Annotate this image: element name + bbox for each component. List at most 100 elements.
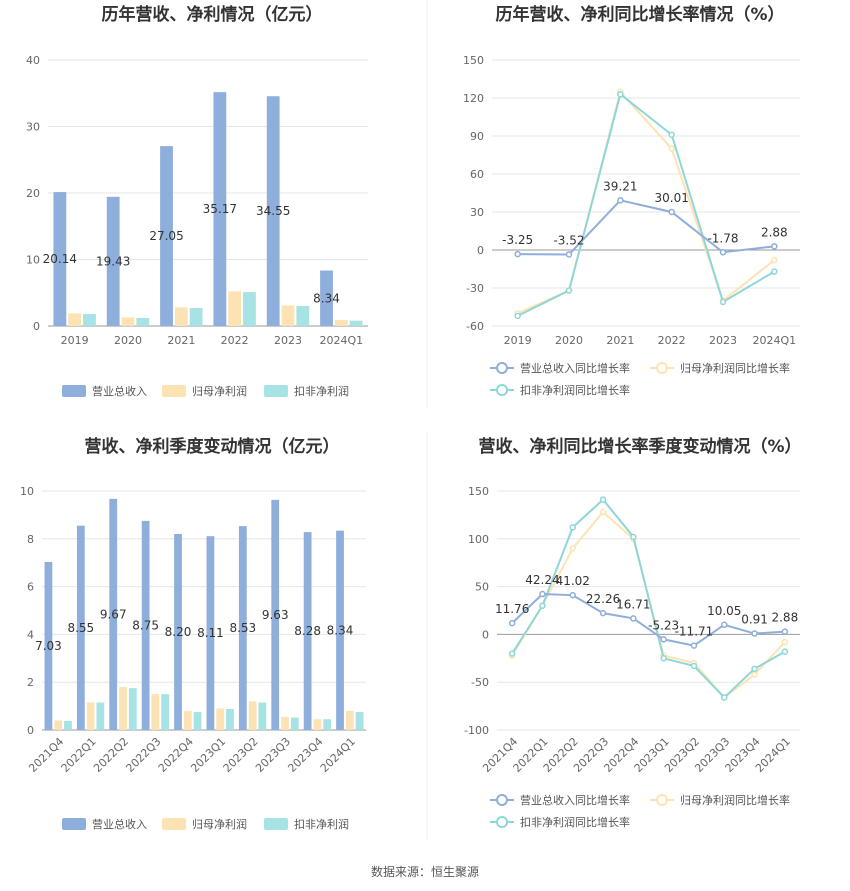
y-tick-label: -50 <box>471 676 489 689</box>
data-point <box>781 628 789 635</box>
y-tick-label: 60 <box>470 168 484 181</box>
legend-swatch[interactable] <box>162 818 186 830</box>
legend-marker[interactable] <box>496 816 508 828</box>
data-point <box>771 268 778 275</box>
x-tick-label: 2022Q2 <box>91 735 131 775</box>
data-label: -1.78 <box>707 231 738 245</box>
legend-swatch[interactable] <box>264 818 288 830</box>
legend-label[interactable]: 扣非净利润 <box>294 817 349 831</box>
bar-revenue <box>320 270 333 326</box>
series-line-revenue <box>511 593 785 647</box>
bar-deducted <box>83 314 96 326</box>
legend-label[interactable]: 扣非净利润同比增长率 <box>520 383 630 397</box>
x-tick-label: 2022 <box>221 334 249 347</box>
bar-parent <box>216 708 225 730</box>
y-tick-label: 0 <box>482 628 489 641</box>
series-line-deducted <box>517 92 775 317</box>
bar-revenue <box>266 96 280 327</box>
data-point <box>668 131 675 138</box>
chart-title: 历年营收、净利同比增长率情况（%） <box>495 4 784 25</box>
y-tick-label: 20 <box>26 187 40 200</box>
data-point <box>751 671 758 678</box>
legend-marker[interactable] <box>496 384 508 396</box>
data-label: 11.76 <box>495 602 529 616</box>
data-label: 8.11 <box>197 626 224 640</box>
bar-parent <box>54 720 63 730</box>
bar-parent <box>228 291 242 326</box>
data-point <box>565 287 573 294</box>
data-label: 42.24 <box>525 573 559 587</box>
x-tick-label: 2023Q1 <box>188 735 228 775</box>
data-point <box>771 256 778 264</box>
x-tick-label: 2024Q1 <box>320 334 364 347</box>
chart-title: 历年营收、净利情况（亿元） <box>102 4 323 25</box>
data-label: 39.21 <box>603 179 637 193</box>
chart-4: 营收、净利同比增长率季度变动情况（%）-100-500501001502021Q… <box>464 436 801 829</box>
legend-label[interactable]: 归母净利润 <box>192 384 247 398</box>
series-line-deducted <box>511 498 786 699</box>
data-point <box>599 609 607 617</box>
data-point <box>668 145 675 152</box>
x-tick-label: 2019 <box>61 334 89 347</box>
legend-label[interactable]: 归母净利润同比增长率 <box>680 793 790 807</box>
legend-label[interactable]: 营业总收入同比增长率 <box>520 361 630 375</box>
bar-deducted <box>226 708 234 730</box>
data-label: -3.52 <box>553 233 584 247</box>
bar-deducted <box>243 292 256 326</box>
data-point <box>539 590 546 598</box>
data-label: 8.34 <box>313 291 340 305</box>
data-label: 22.26 <box>586 592 620 606</box>
legend-marker[interactable] <box>656 362 668 374</box>
legend-marker[interactable] <box>656 794 668 806</box>
bar-revenue <box>109 498 118 730</box>
legend-label[interactable]: 营业总收入同比增长率 <box>520 793 630 807</box>
bar-deducted <box>290 717 299 730</box>
bar-revenue <box>238 526 247 730</box>
y-tick-label: -100 <box>464 724 489 737</box>
legend-marker[interactable] <box>496 362 508 374</box>
bar-revenue <box>206 536 215 730</box>
legend-label[interactable]: 营业总收入 <box>92 817 147 831</box>
y-tick-label: 120 <box>463 92 484 105</box>
data-point <box>771 243 778 250</box>
data-point <box>690 662 698 670</box>
x-tick-label: 2024Q1 <box>753 334 797 347</box>
legend-swatch[interactable] <box>264 385 288 397</box>
legend-label[interactable]: 扣非净利润同比增长率 <box>520 815 630 829</box>
y-tick-label: 30 <box>26 121 40 134</box>
legend-swatch[interactable] <box>62 385 86 397</box>
legend-label[interactable]: 扣非净利润 <box>294 384 349 398</box>
y-tick-label: 6 <box>27 581 34 594</box>
x-tick-label: 2022Q4 <box>156 735 196 775</box>
chart-2: 历年营收、净利同比增长率情况（%） -60 -30 0 30 60 90 120 150 2019… <box>463 4 800 397</box>
x-tick-label: 2022Q3 <box>123 735 163 775</box>
bar-revenue <box>271 499 280 730</box>
bar-parent <box>174 307 188 326</box>
data-label: 10.05 <box>707 604 741 618</box>
data-label: 8.28 <box>294 624 321 638</box>
data-point <box>539 602 546 609</box>
data-label: 30.01 <box>654 191 688 205</box>
chart-1: 历年营收、净利情况（亿元） 0 10 20 30 40 2019 2020 2021 2022 20… <box>26 4 368 398</box>
data-point <box>617 90 624 98</box>
legend-label[interactable]: 归母净利润 <box>192 817 247 831</box>
legend-swatch[interactable] <box>62 818 86 830</box>
data-point <box>721 621 728 629</box>
bar-parent <box>248 701 257 730</box>
legend-swatch[interactable] <box>162 385 186 397</box>
x-tick-label: 2021Q4 <box>26 735 66 775</box>
bar-parent <box>345 710 354 730</box>
chart-title: 营收、净利季度变动情况（亿元） <box>85 436 340 457</box>
bar-deducted <box>161 694 170 730</box>
y-tick-label: 40 <box>26 54 40 67</box>
bar-deducted <box>136 318 150 326</box>
bar-parent <box>68 313 82 326</box>
data-point <box>668 208 675 216</box>
y-tick-label: 2 <box>27 676 34 689</box>
data-label: 35.17 <box>203 202 237 216</box>
legend-marker[interactable] <box>496 794 508 806</box>
legend-label[interactable]: 归母净利润同比增长率 <box>680 361 790 375</box>
bar-revenue <box>44 561 53 730</box>
legend-label[interactable]: 营业总收入 <box>92 384 147 398</box>
